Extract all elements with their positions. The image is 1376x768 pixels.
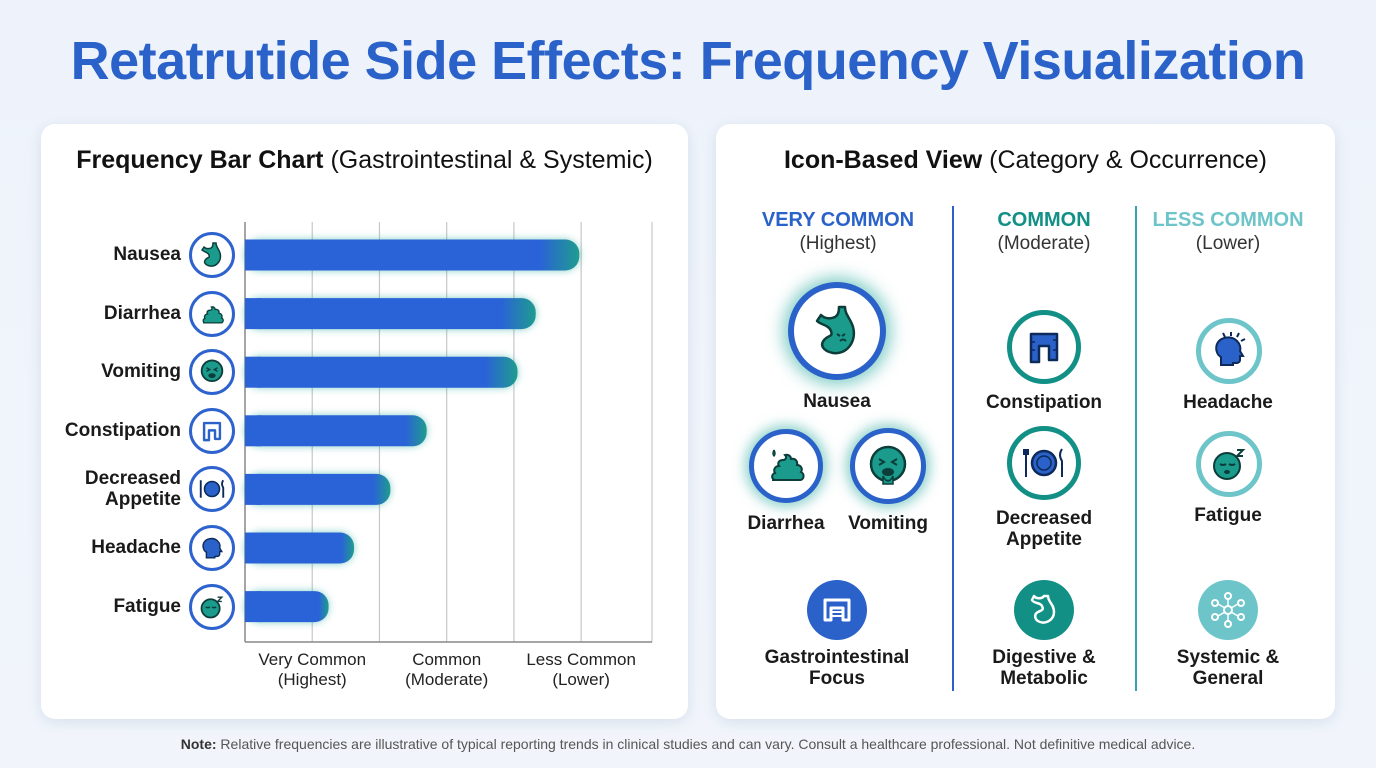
bar-vomiting: [245, 356, 518, 388]
column-divider: [1135, 206, 1137, 691]
x-tick-label: Very Common (Highest): [258, 650, 367, 689]
bar-category-label: Diarrhea: [103, 302, 181, 324]
bar-category-label: Nausea: [113, 244, 181, 265]
fatigue-icon-badge: [1196, 431, 1262, 497]
sleepy-face-icon: [189, 583, 235, 630]
x-tick-label: Common (Moderate): [405, 650, 489, 689]
sick-face-icon: [869, 445, 907, 485]
bar-nausea: [245, 239, 580, 271]
column-less-common-header: LESS COMMON (Lower): [1133, 208, 1323, 256]
bar-category-label: Headache: [91, 537, 181, 558]
constipation-icon-badge: [1007, 310, 1081, 384]
colon-icon: [1029, 332, 1059, 364]
bar-headache: [245, 532, 355, 564]
column-common-sub: (Moderate): [997, 233, 1091, 254]
stomach-icon: [815, 305, 856, 355]
diarrhea-icon-badge: [749, 429, 823, 503]
nausea-icon-badge: [788, 282, 886, 380]
bar-chart-card: Frequency Bar Chart (Gastrointestinal & …: [41, 124, 688, 719]
fatigue-label: Fatigue: [1194, 505, 1262, 526]
bar-base: [245, 532, 261, 564]
constipation-label: Constipation: [985, 392, 1103, 413]
sleepy-face-icon: [1213, 449, 1246, 480]
page-title: Retatrutide Side Effects: Frequency Visu…: [70, 31, 1306, 91]
vomiting-icon-badge: [850, 428, 926, 504]
nausea-label: Nausea: [803, 391, 871, 412]
x-tick-label: Less Common (Lower): [526, 650, 636, 689]
bar-chart: [244, 222, 653, 643]
gastrointestinal-category-badge: [807, 580, 867, 640]
bar-category-label: Constipation: [64, 419, 181, 441]
bar-category-label: Fatigue: [113, 595, 181, 617]
poop-icon: [189, 290, 235, 337]
digestive-metabolic-label: Digestive & Metabolic: [992, 647, 1096, 689]
footnote: Note: Relative frequencies are illustrat…: [0, 736, 1376, 752]
column-less-common-sub: (Lower): [1195, 233, 1261, 254]
bar-base: [245, 591, 261, 623]
gastrointestinal-focus-label: Gastrointestinal Focus: [764, 647, 910, 689]
digestive-category-badge: [1014, 580, 1074, 640]
poop-icon: [771, 449, 805, 481]
bar-fatigue: [245, 591, 329, 623]
bar-base: [245, 356, 261, 388]
column-very-common-title: VERY COMMON: [761, 209, 915, 231]
bar-base: [245, 473, 261, 505]
head-pain-icon: [189, 525, 235, 571]
bar-constipation: [245, 415, 427, 447]
column-very-common-sub: (Highest): [799, 233, 877, 254]
decreased-appetite-label: Decreased Appetite: [995, 508, 1093, 550]
vomiting-label: Vomiting: [848, 513, 928, 534]
headache-label: Headache: [1183, 392, 1273, 413]
diarrhea-label: Diarrhea: [747, 513, 825, 534]
bar-category-label: Decreased Appetite: [84, 468, 181, 511]
bar-decreased-appetite: [245, 473, 391, 505]
systemic-category-badge: [1198, 580, 1258, 640]
icon-view-card: Icon-Based View (Category & Occurrence) …: [716, 124, 1335, 719]
stomach-icon: [189, 232, 235, 278]
footnote-text: Relative frequencies are illustrative of…: [216, 736, 1196, 752]
colon-icon: [189, 407, 235, 454]
column-very-common-header: VERY COMMON (Highest): [743, 208, 933, 256]
decreased-appetite-icon-badge: [1007, 426, 1081, 500]
bar-category-label: Vomiting: [101, 361, 181, 383]
systemic-general-label: Systemic & General: [1176, 647, 1280, 689]
sick-face-icon: [189, 349, 235, 396]
network-icon: [1211, 592, 1245, 628]
icon-view-title: Icon-Based View (Category & Occurrence): [783, 146, 1268, 174]
bar-diarrhea: [245, 298, 536, 330]
intestine-icon: [823, 598, 851, 622]
column-common-header: COMMON (Moderate): [949, 208, 1139, 256]
plate-icon: [1023, 448, 1063, 477]
headache-icon-badge: [1196, 318, 1262, 384]
bar-base: [245, 298, 261, 330]
bar-chart-title: Frequency Bar Chart (Gastrointestinal & …: [76, 146, 653, 174]
head-pain-icon: [1215, 332, 1246, 366]
column-common-title: COMMON: [997, 209, 1091, 231]
bar-base: [245, 239, 261, 271]
column-less-common-title: LESS COMMON: [1152, 209, 1304, 231]
column-divider: [952, 206, 954, 691]
bar-base: [245, 415, 261, 447]
plate-icon: [189, 466, 235, 513]
stomach-icon: [1030, 594, 1056, 624]
footnote-label: Note:: [180, 736, 217, 752]
